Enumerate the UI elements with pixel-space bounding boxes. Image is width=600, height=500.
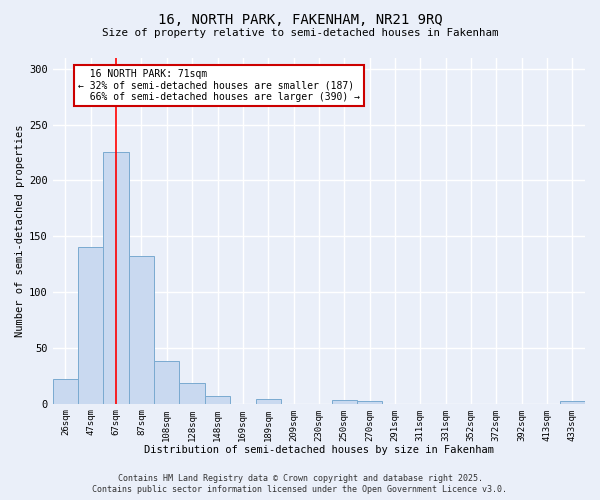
Bar: [256, 400, 281, 404]
X-axis label: Distribution of semi-detached houses by size in Fakenham: Distribution of semi-detached houses by …: [144, 445, 494, 455]
Bar: [205, 396, 230, 404]
Text: 16 NORTH PARK: 71sqm
← 32% of semi-detached houses are smaller (187)
  66% of se: 16 NORTH PARK: 71sqm ← 32% of semi-detac…: [78, 68, 360, 102]
Bar: [129, 256, 154, 404]
Y-axis label: Number of semi-detached properties: Number of semi-detached properties: [15, 124, 25, 337]
Bar: [179, 382, 205, 404]
Text: Contains HM Land Registry data © Crown copyright and database right 2025.
Contai: Contains HM Land Registry data © Crown c…: [92, 474, 508, 494]
Text: Size of property relative to semi-detached houses in Fakenham: Size of property relative to semi-detach…: [102, 28, 498, 38]
Bar: [560, 402, 585, 404]
Bar: [357, 402, 382, 404]
Bar: [78, 248, 103, 404]
Bar: [103, 152, 129, 404]
Bar: [332, 400, 357, 404]
Text: 16, NORTH PARK, FAKENHAM, NR21 9RQ: 16, NORTH PARK, FAKENHAM, NR21 9RQ: [158, 12, 442, 26]
Bar: [53, 379, 78, 404]
Bar: [154, 362, 179, 404]
